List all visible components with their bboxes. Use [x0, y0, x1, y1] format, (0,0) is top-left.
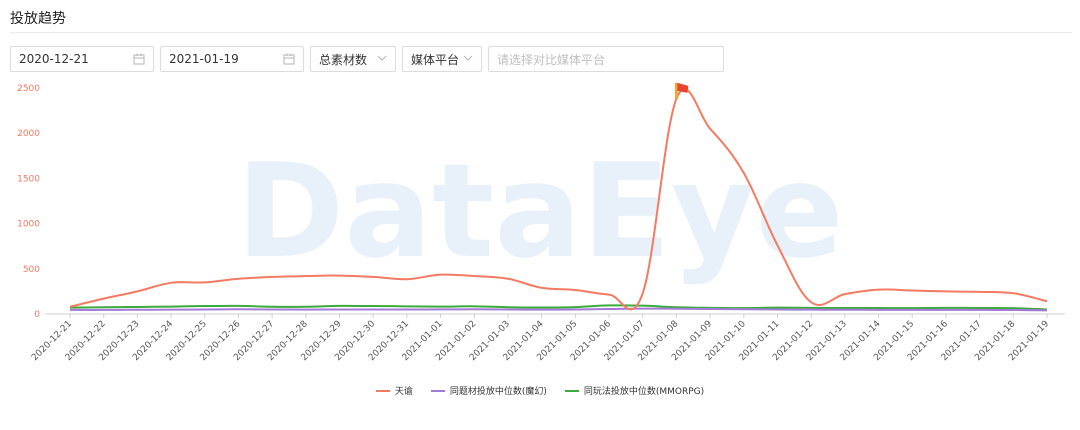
chart-legend: 天谕 同题材投放中位数(魔幻) 同玩法投放中位数(MMORPG) — [0, 384, 1080, 397]
divider — [10, 32, 1072, 33]
flag-icon — [674, 82, 689, 99]
y-tick-label: 1500 — [17, 174, 40, 184]
start-date-picker[interactable]: 2020-12-21 — [10, 46, 154, 72]
compare-platform-input[interactable]: 请选择对比媒体平台 — [488, 46, 724, 72]
legend-item[interactable]: 天谕 — [375, 384, 413, 397]
section-title: 投放趋势 — [10, 11, 66, 27]
trend-chart: DataEye 050010001500200025002020-12-2120… — [17, 82, 1065, 363]
legend-swatch — [564, 389, 579, 392]
end-date-value: 2021-01-19 — [169, 52, 239, 66]
flag-cloth — [677, 82, 689, 93]
watermark: DataEye — [236, 135, 843, 287]
y-tick-label: 2000 — [17, 129, 40, 139]
legend-item[interactable]: 同题材投放中位数(魔幻) — [430, 384, 547, 397]
compare-platform-placeholder: 请选择对比媒体平台 — [497, 52, 606, 67]
legend-item[interactable]: 同玩法投放中位数(MMORPG) — [564, 384, 705, 397]
start-date-value: 2020-12-21 — [19, 52, 89, 66]
platform-select-value: 媒体平台 — [411, 52, 460, 67]
y-tick-label: 1000 — [17, 220, 40, 230]
chevron-down-icon — [377, 53, 387, 66]
platform-select[interactable]: 媒体平台 — [402, 46, 482, 72]
filter-bar: 2020-12-21 2021-01-19 总素材数 媒体平台 请选择对比媒体平… — [10, 46, 724, 72]
series-line — [69, 307, 1048, 312]
y-tick-label: 500 — [23, 265, 40, 275]
series-line — [69, 88, 1048, 311]
series-line — [69, 304, 1048, 311]
calendar-icon — [283, 53, 295, 68]
legend-swatch — [430, 389, 445, 392]
legend-label: 同玩法投放中位数(MMORPG) — [583, 387, 705, 397]
chevron-down-icon — [463, 53, 473, 66]
legend-swatch — [375, 389, 390, 392]
metric-select-value: 总素材数 — [319, 52, 368, 67]
y-tick-label: 2500 — [17, 84, 40, 94]
end-date-picker[interactable]: 2021-01-19 — [160, 46, 304, 72]
metric-select[interactable]: 总素材数 — [310, 46, 396, 72]
legend-label: 同题材投放中位数(魔幻) — [449, 387, 547, 397]
y-tick-label: 0 — [34, 310, 40, 320]
calendar-icon — [133, 53, 145, 68]
legend-label: 天谕 — [394, 387, 413, 397]
